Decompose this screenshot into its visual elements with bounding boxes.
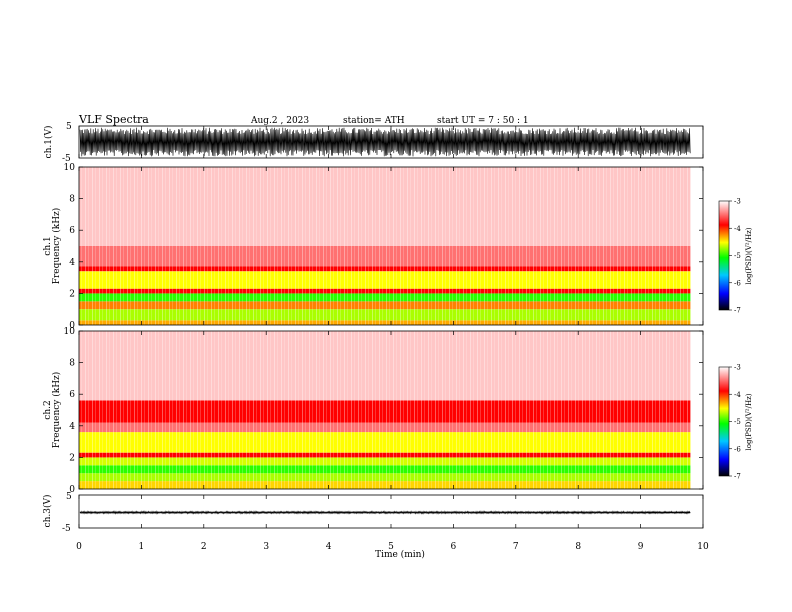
colorbar-tick-label: -6 (734, 279, 741, 287)
ch1-spectrogram-panel: 0 2 4 6 8 10 ch.1 Frequency (kHz) (43, 163, 704, 331)
ch1-colorbar-gradient (718, 200, 730, 311)
ch1-colorbar-label: log(PSD)(V²/Hz) (745, 227, 753, 284)
ytick-label: 2 (69, 289, 75, 299)
colorbar-tick-label: -3 (734, 364, 741, 372)
date-label: Aug.2 , 2023 (250, 116, 309, 126)
ch2-freq-ylabel: Frequency (kHz) (51, 372, 62, 449)
xtick-label: 10 (697, 542, 709, 552)
ytick-label: 4 (69, 422, 75, 432)
ch1-colorbar-ticks: -3 -4 -5 -6 -7 (729, 198, 741, 315)
ch2-colorbar: -3 -4 -5 -6 -7 log(PSD)(V²/Hz) (718, 364, 753, 481)
ch1-ylabel: ch.1(V) (43, 126, 54, 159)
ytick-label: 10 (64, 163, 76, 173)
ytick-labels: 0 2 4 6 8 10 (64, 163, 703, 331)
start-time-label: start UT = 7 : 50 : 1 (437, 116, 529, 126)
ch2-spectrogram-panel: 0 2 4 6 8 10 ch.2 Frequency (kHz) (43, 327, 704, 495)
time-axis-label: Time (min) (375, 549, 425, 560)
ch1-freq-ylabel: Frequency (kHz) (51, 208, 62, 285)
ch1-colorbar: -3 -4 -5 -6 -7 log(PSD)(V²/Hz) (718, 198, 753, 315)
ytick-label: 6 (69, 226, 75, 236)
ch1-ytick-top: 5 (66, 122, 72, 132)
xtick-label: 8 (575, 542, 581, 552)
ch2-spectrogram-image (79, 331, 691, 489)
ch3-waveform-trace (79, 510, 691, 515)
spectrogram-texture (79, 167, 691, 325)
ch2-colorbar-ticks: -3 -4 -5 -6 -7 (729, 364, 741, 481)
colorbar-tick-label: -7 (734, 473, 741, 481)
ch2-channel-label: ch.2 (43, 400, 53, 419)
colorbar-tick-label: -5 (734, 252, 741, 260)
xtick-label: 6 (451, 542, 457, 552)
ytick-label: 6 (69, 390, 75, 400)
ytick-label: 0 (69, 321, 75, 331)
ch3-ytick-top: 5 (66, 492, 72, 502)
colorbar-tick-label: -6 (734, 445, 741, 453)
xtick-label: 9 (638, 542, 644, 552)
ch3-ytick-bottom: -5 (62, 524, 71, 534)
ch2-freq-ticks: 0 2 4 6 8 10 (64, 327, 703, 495)
ytick-label: 0 (69, 485, 75, 495)
ch1-channel-label: ch.1 (43, 236, 53, 255)
station-label: station= ATH (343, 116, 405, 126)
xtick-label: 1 (139, 542, 145, 552)
xtick-label: 2 (201, 542, 207, 552)
xtick-label: 3 (263, 542, 269, 552)
spectrogram-texture (79, 331, 691, 489)
colorbar-tick-label: -7 (734, 307, 741, 315)
xtick-label: 5 (388, 542, 394, 552)
ch1-waveform-panel: 5 -5 ch.1(V) (43, 122, 704, 164)
ch1-ytick-bottom: -5 (62, 154, 71, 164)
ytick-label: 8 (69, 359, 75, 369)
xtick-label: 0 (76, 542, 82, 552)
ytick-label: 10 (64, 327, 76, 337)
ch1-freq-ticks: 0 2 4 6 8 10 (64, 163, 703, 331)
ytick-label: 4 (69, 258, 75, 268)
ch2-colorbar-gradient (718, 366, 730, 477)
time-axis: 0 1 2 3 4 5 6 7 8 9 10 (76, 126, 709, 552)
ch1-waveform-trace (79, 127, 691, 157)
figure-title: VLF Spectra (78, 113, 149, 126)
ytick-label: 2 (69, 453, 75, 463)
colorbar-tick-label: -4 (734, 391, 741, 399)
xtick-label: 7 (513, 542, 519, 552)
ch1-spectrogram-image (79, 167, 691, 325)
ytick-labels: 0 2 4 6 8 10 (64, 327, 703, 495)
colorbar-tick-label: -5 (734, 418, 741, 426)
colorbar-tick-label: -4 (734, 225, 741, 233)
xtick-label: 4 (326, 542, 332, 552)
ytick-label: 8 (69, 195, 75, 205)
ch3-ylabel: ch.3(V) (42, 495, 53, 528)
ch2-colorbar-label: log(PSD)(V²/Hz) (745, 393, 753, 450)
colorbar-tick-label: -3 (734, 198, 741, 206)
